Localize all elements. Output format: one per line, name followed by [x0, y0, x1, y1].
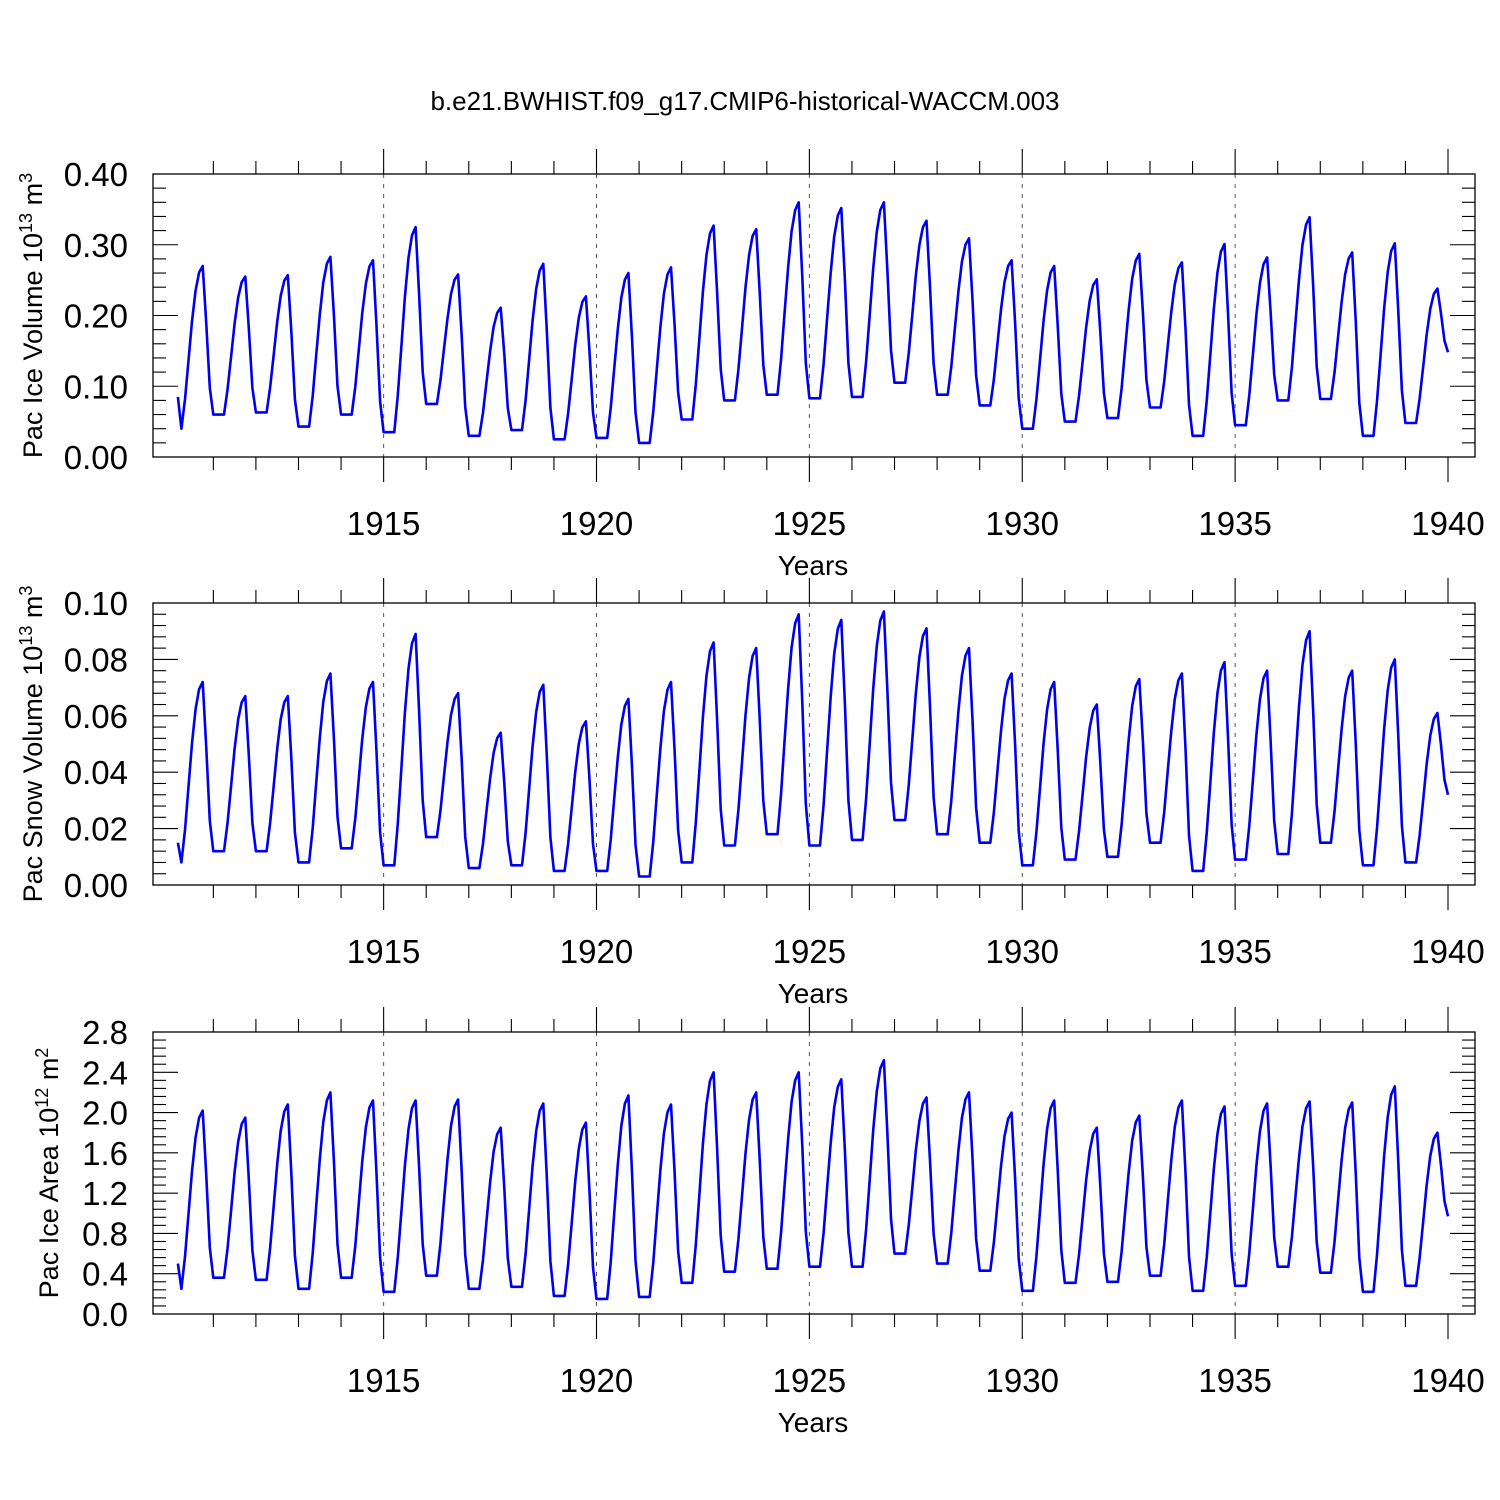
x-tick-label: 1915	[347, 1362, 420, 1399]
series-line	[176, 610, 1450, 878]
x-tick-label: 1930	[986, 933, 1059, 970]
panel-3: 0.00.4 0.81.21.62.0 2.42.8 1915 1920 1925 1930…	[32, 1007, 1485, 1438]
x-tick-label: 1925	[773, 1362, 846, 1399]
x-tick-label: 1915	[347, 933, 420, 970]
y-tick-label: 0.8	[82, 1215, 128, 1252]
x-tick-label: 1935	[1198, 933, 1271, 970]
x-tick-label: 1930	[986, 505, 1059, 542]
x-axis-label: Years	[778, 978, 849, 1009]
x-tick-label: 1940	[1411, 933, 1484, 970]
y-tick-label: 0.04	[64, 754, 128, 791]
y-tick-label: 0.20	[64, 298, 128, 335]
y-tick-label: 0.0	[82, 1296, 128, 1333]
y-tick-label: 1.2	[82, 1175, 128, 1212]
plot-frame	[152, 1031, 1476, 1315]
x-axis-label: Years	[778, 550, 849, 581]
y-axis-label: Pac Ice Area 1012 m2	[32, 1048, 64, 1299]
y-tick-label: 0.08	[64, 641, 128, 678]
plot-frame	[152, 602, 1476, 886]
x-tick-label: 1915	[347, 505, 420, 542]
panel-2: 0.00 0.02 0.04 0.06 0.08 0.10 1915 1920 1925 1930…	[16, 578, 1485, 1009]
x-tick-label: 1940	[1411, 1362, 1484, 1399]
y-tick-label: 0.02	[64, 811, 128, 848]
y-tick-label: 2.0	[82, 1095, 128, 1132]
y-tick-label: 1.6	[82, 1135, 128, 1172]
y-tick-label: 0.00	[64, 439, 128, 476]
y-tick-label: 0.06	[64, 698, 128, 735]
x-tick-label: 1930	[986, 1362, 1059, 1399]
panel-1: 0.00 0.10 0.20 0.30 0.40 1915 1920 1925 1930 1935…	[16, 149, 1485, 581]
y-tick-label: 0.40	[64, 156, 128, 193]
x-tick-label: 1925	[773, 933, 846, 970]
x-tick-label: 1940	[1411, 505, 1484, 542]
y-axis-label: Pac Snow Volume 1013 m3	[16, 586, 48, 903]
y-tick-label: 0.10	[64, 368, 128, 405]
x-tick-label: 1920	[560, 1362, 633, 1399]
series-line	[176, 1058, 1450, 1301]
x-axis-label: Years	[778, 1407, 849, 1438]
x-tick-label: 1920	[560, 933, 633, 970]
chart-title: b.e21.BWHIST.f09_g17.CMIP6-historical-WA…	[430, 86, 1059, 116]
y-axis-label: Pac Ice Volume 1013 m3	[16, 173, 48, 458]
x-tick-label: 1920	[560, 505, 633, 542]
series-line	[176, 201, 1450, 445]
y-tick-label: 2.8	[82, 1014, 128, 1051]
y-tick-label: 0.10	[64, 585, 128, 622]
y-tick-label: 0.4	[82, 1256, 128, 1293]
y-tick-label: 0.00	[64, 867, 128, 904]
y-tick-label: 2.4	[82, 1054, 128, 1091]
y-tick-label: 0.30	[64, 227, 128, 264]
x-tick-label: 1925	[773, 505, 846, 542]
x-tick-label: 1935	[1198, 1362, 1271, 1399]
x-tick-label: 1935	[1198, 505, 1271, 542]
